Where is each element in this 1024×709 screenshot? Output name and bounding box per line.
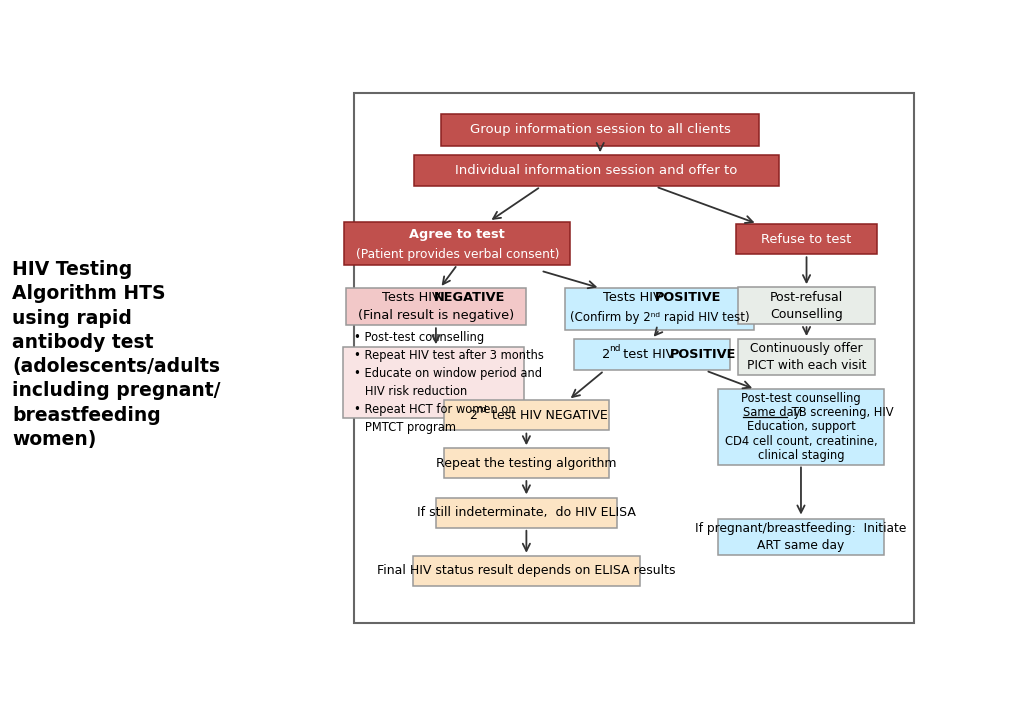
Text: Same day:: Same day: bbox=[743, 406, 804, 419]
Text: Tests HIV: Tests HIV bbox=[602, 291, 666, 304]
FancyBboxPatch shape bbox=[354, 94, 913, 623]
Text: test HIV NEGATIVE: test HIV NEGATIVE bbox=[487, 409, 607, 422]
Text: POSITIVE: POSITIVE bbox=[655, 291, 721, 304]
Text: Repeat the testing algorithm: Repeat the testing algorithm bbox=[436, 457, 616, 470]
Text: (Confirm by 2ⁿᵈ rapid HIV test): (Confirm by 2ⁿᵈ rapid HIV test) bbox=[570, 311, 750, 324]
FancyBboxPatch shape bbox=[441, 114, 759, 145]
Text: Post-test counselling: Post-test counselling bbox=[741, 392, 861, 405]
FancyBboxPatch shape bbox=[414, 155, 779, 186]
Text: 2: 2 bbox=[469, 409, 477, 422]
Text: Agree to test: Agree to test bbox=[410, 228, 505, 240]
FancyBboxPatch shape bbox=[736, 224, 878, 254]
FancyBboxPatch shape bbox=[343, 347, 524, 418]
FancyBboxPatch shape bbox=[413, 556, 640, 586]
FancyBboxPatch shape bbox=[436, 498, 616, 527]
Text: nd: nd bbox=[476, 405, 487, 414]
Text: Group information session to all clients: Group information session to all clients bbox=[470, 123, 731, 136]
FancyBboxPatch shape bbox=[738, 287, 874, 324]
FancyBboxPatch shape bbox=[443, 448, 609, 479]
FancyBboxPatch shape bbox=[344, 222, 570, 264]
Text: Education, support: Education, support bbox=[746, 420, 855, 433]
Text: POSITIVE: POSITIVE bbox=[670, 348, 736, 362]
Text: Refuse to test: Refuse to test bbox=[762, 233, 852, 245]
Text: clinical staging: clinical staging bbox=[758, 449, 844, 462]
Text: Tests HIV: Tests HIV bbox=[382, 291, 444, 304]
Text: NEGATIVE: NEGATIVE bbox=[433, 291, 505, 304]
Text: Post-refusal
Counselling: Post-refusal Counselling bbox=[770, 291, 843, 320]
Text: HIV Testing
Algorithm HTS
using rapid
antibody test
(adolescents/adults
includin: HIV Testing Algorithm HTS using rapid an… bbox=[12, 260, 221, 449]
Text: Continuously offer
PICT with each visit: Continuously offer PICT with each visit bbox=[746, 342, 866, 372]
FancyBboxPatch shape bbox=[719, 519, 884, 555]
Text: 2: 2 bbox=[602, 348, 610, 362]
Text: If pregnant/breastfeeding:  Initiate
ART same day: If pregnant/breastfeeding: Initiate ART … bbox=[695, 522, 906, 552]
Text: Final HIV status result depends on ELISA results: Final HIV status result depends on ELISA… bbox=[377, 564, 676, 577]
Text: nd: nd bbox=[609, 344, 621, 352]
FancyBboxPatch shape bbox=[565, 288, 754, 330]
Text: (Patient provides verbal consent): (Patient provides verbal consent) bbox=[355, 248, 559, 261]
FancyBboxPatch shape bbox=[443, 401, 609, 430]
FancyBboxPatch shape bbox=[346, 288, 525, 325]
Text: TB screening, HIV: TB screening, HIV bbox=[788, 406, 894, 419]
FancyBboxPatch shape bbox=[574, 339, 729, 370]
Text: CD4 cell count, creatinine,: CD4 cell count, creatinine, bbox=[725, 435, 878, 447]
FancyBboxPatch shape bbox=[719, 389, 884, 464]
Text: (Final result is negative): (Final result is negative) bbox=[357, 309, 514, 322]
Text: If still indeterminate,  do HIV ELISA: If still indeterminate, do HIV ELISA bbox=[417, 506, 636, 519]
Text: test HIV: test HIV bbox=[620, 348, 679, 362]
Text: Individual information session and offer to: Individual information session and offer… bbox=[455, 164, 737, 177]
FancyBboxPatch shape bbox=[738, 339, 874, 374]
Text: • Post-test counselling
• Repeat HIV test after 3 months
• Educate on window per: • Post-test counselling • Repeat HIV tes… bbox=[354, 331, 544, 434]
